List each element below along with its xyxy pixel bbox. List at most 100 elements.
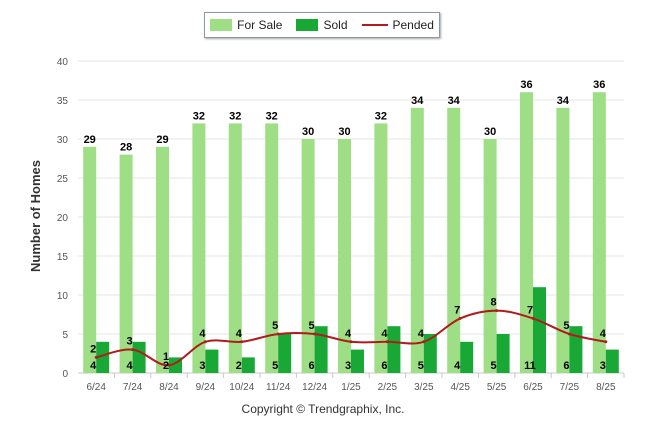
pended-point [276,332,280,336]
sold-bar [205,349,219,373]
pended-data-label: 5 [309,320,315,332]
copyright-footer: Copyright © Trendgraphix, Inc. [241,402,405,416]
pended-data-label: 4 [236,328,243,340]
pended-data-label: 4 [381,328,388,340]
sold-data-label: 6 [563,360,569,372]
for-sale-data-label: 36 [593,79,605,91]
for-sale-data-label: 30 [484,126,496,138]
x-tick-label: 8/24 [159,382,179,393]
for-sale-bar [228,123,242,374]
sold-data-label: 4 [454,360,461,372]
sold-bar [241,357,255,373]
x-tick-label: 7/25 [560,382,580,393]
for-sale-bar [592,92,606,373]
for-sale-data-label: 34 [411,95,424,107]
for-sale-data-label: 28 [120,142,132,154]
legend-label-pended: Pended [392,18,434,32]
for-sale-data-label: 32 [375,110,387,122]
sold-swatch [296,19,319,31]
x-tick-label: 3/25 [414,382,434,393]
y-tick-label: 5 [62,330,68,341]
for-sale-bar [338,139,351,373]
pended-data-label: 4 [199,328,206,340]
legend-item-sold[interactable]: Sold [296,18,348,32]
y-tick-label: 35 [57,96,69,107]
pended-data-label: 8 [491,297,497,309]
pended-data-label: 1 [163,351,169,363]
pended-point [349,340,353,344]
x-tick-label: 5/25 [487,382,507,393]
x-tick-label: 6/25 [523,382,543,393]
for-sale-data-label: 32 [266,110,278,122]
for-sale-data-label: 32 [193,110,205,122]
pended-line [94,309,608,367]
pended-point [203,340,207,344]
for-sale-bar [447,107,461,374]
pended-data-label: 7 [454,304,460,316]
for-sale-data-label: 29 [84,134,96,146]
pended-point [458,316,462,320]
y-axis-title: Number of Homes [28,160,43,272]
y-axis: 0 5 10 15 20 25 30 35 40 [57,57,69,380]
y-tick-label: 0 [62,369,68,380]
sold-bar [423,334,437,373]
sold-data-label: 3 [600,360,606,372]
pended-data-label: 7 [527,304,533,316]
x-tick-label: 4/25 [450,382,470,393]
sold-bar [533,287,546,373]
bars [83,92,619,374]
sold-bar [314,326,328,373]
sold-data-label: 11 [524,360,536,372]
pended-point [604,340,608,344]
pended-point [567,332,571,336]
sold-data-label: 6 [381,360,387,372]
x-tick-label: 10/24 [229,382,254,393]
sold-bar [496,334,510,373]
pended-data-label: 5 [563,320,569,332]
for-sale-data-label: 30 [302,126,314,138]
for-sale-bar [556,107,570,374]
pended-data-label: 4 [418,328,425,340]
x-tick-label: 6/24 [86,382,106,393]
sold-bar [96,341,110,373]
pended-data-label: 4 [600,328,607,340]
y-tick-label: 30 [57,135,69,146]
x-tick-label: 2/25 [378,382,398,393]
for-sale-data-label: 34 [557,95,570,107]
for-sale-bar [520,92,533,373]
legend: For Sale Sold Pended [204,12,440,38]
for-sale-data-label: 32 [229,110,241,122]
pended-data-label: 5 [272,320,278,332]
for-sale-bar [192,123,206,374]
x-tick-label: 9/24 [196,382,216,393]
sold-bar [569,326,583,373]
sold-bar [387,326,401,373]
y-tick-label: 25 [57,174,69,185]
legend-item-for-sale[interactable]: For Sale [210,18,282,32]
sold-data-label: 5 [272,360,278,372]
sold-data-label: 2 [236,360,242,372]
sold-data-label: 4 [127,360,134,372]
sold-bar [278,334,292,373]
legend-label-for-sale: For Sale [237,18,283,32]
for-sale-bar [301,139,315,373]
legend-item-pended[interactable]: Pended [361,18,434,32]
sold-data-label: 5 [491,360,497,372]
pended-point [385,340,389,344]
y-tick-label: 40 [57,57,69,68]
pended-point [531,316,535,320]
sold-bar [351,349,364,373]
pended-data-label: 4 [345,328,352,340]
for-sale-bar [156,146,169,373]
pended-point [131,348,135,352]
sold-bar [132,341,146,373]
sold-bar [460,341,474,373]
for-sale-bar [374,123,388,374]
pended-point [495,309,499,313]
sold-data-label: 6 [309,360,315,372]
sold-data-label: 3 [199,360,205,372]
for-sale-data-label: 30 [338,126,350,138]
pended-point [313,332,317,336]
data-labels: 2942842923233223253063033263453443053611… [84,79,607,372]
sold-data-label: 5 [418,360,424,372]
